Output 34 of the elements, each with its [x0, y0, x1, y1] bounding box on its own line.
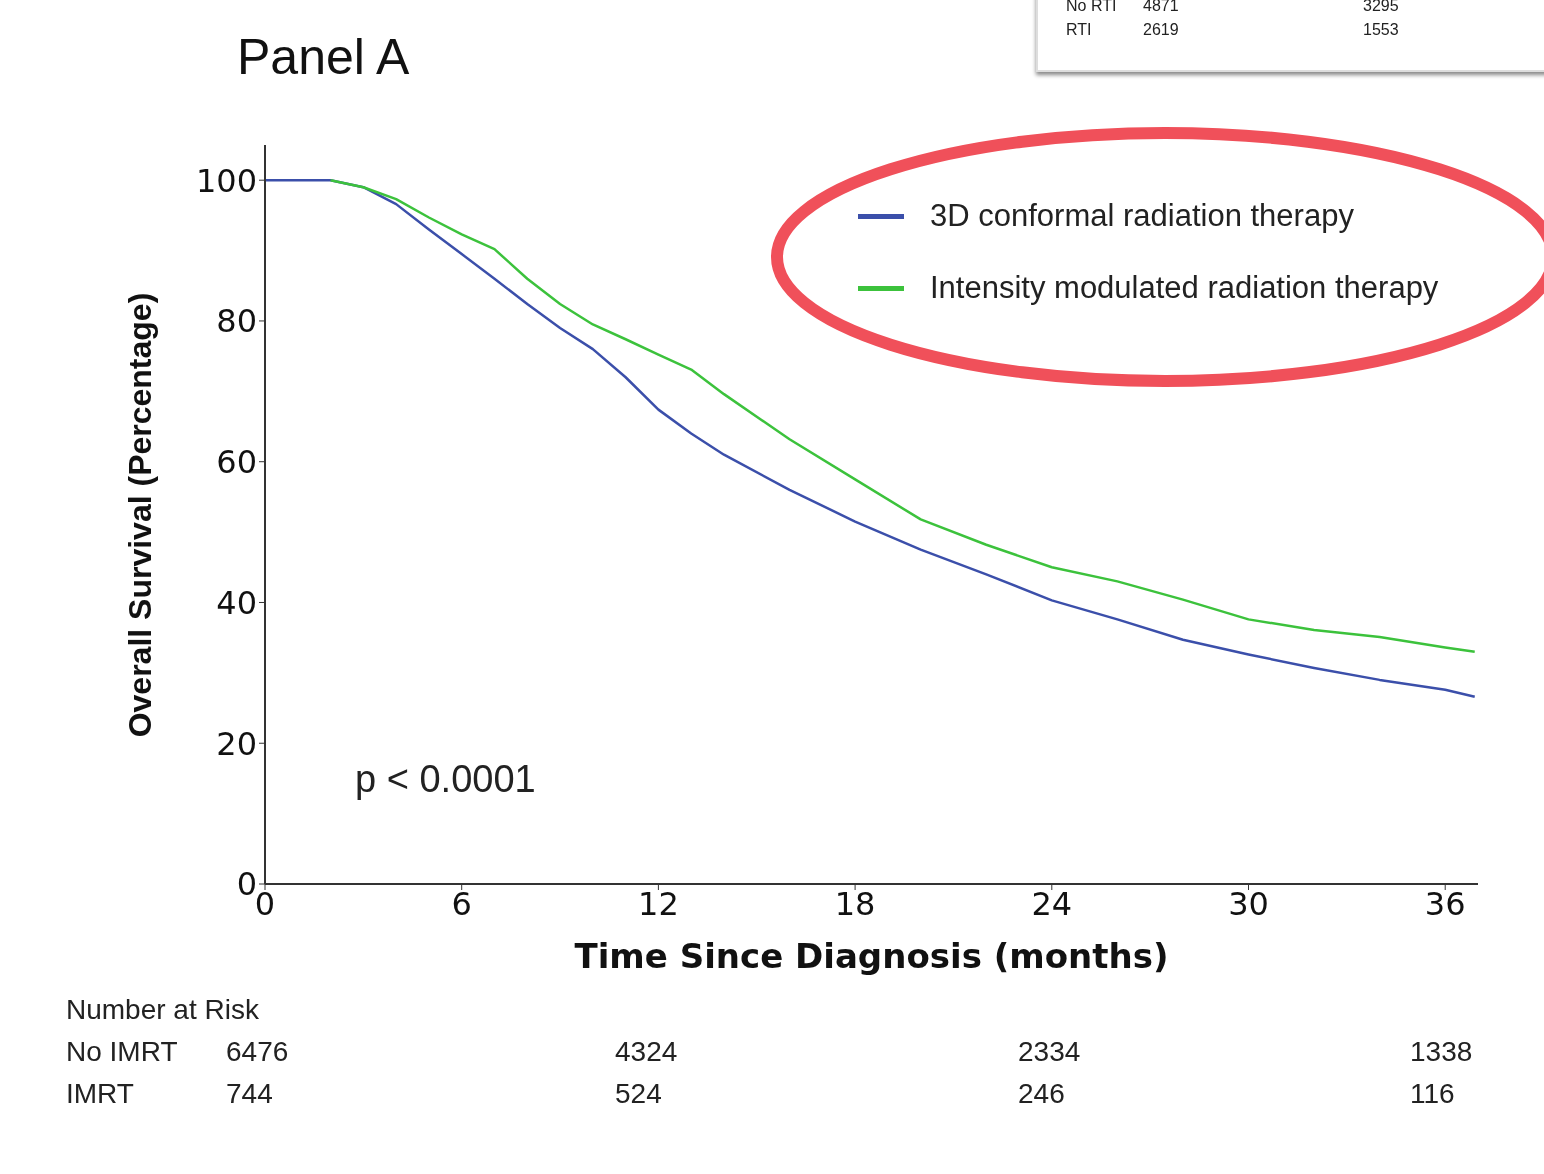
- text: 2334: [1018, 1036, 1081, 1067]
- x-tick-label: 30: [1228, 884, 1269, 923]
- text: 4324: [615, 1036, 678, 1067]
- x-tick-label: 6: [451, 884, 472, 923]
- text: 2619: [1143, 21, 1179, 38]
- x-tick-label: 18: [834, 884, 876, 923]
- x-tick-label: 24: [1031, 884, 1073, 923]
- y-tick-label: 40: [216, 583, 257, 622]
- x-axis-title: Time Since Diagnosis (months): [573, 936, 1170, 976]
- text: IMRT: [66, 1078, 134, 1109]
- legend-label: 3D conformal radiation therapy: [930, 198, 1354, 234]
- text: 1338: [1410, 1036, 1473, 1067]
- text: RTI: [1066, 21, 1092, 38]
- text: 4871: [1143, 0, 1179, 14]
- text: Number at Risk: [66, 994, 259, 1025]
- text: 1553: [1363, 21, 1399, 38]
- text: 524: [615, 1078, 662, 1109]
- text: 3295: [1363, 0, 1399, 14]
- text: 246: [1018, 1078, 1065, 1109]
- y-tick-label: 80: [216, 302, 257, 341]
- annotation: p < 0.0001: [355, 758, 536, 800]
- y-axis-title: Overall Survival (Percentage): [121, 292, 159, 738]
- text: 6476: [226, 1036, 289, 1067]
- y-tick-label: 20: [216, 724, 257, 763]
- text: 744: [226, 1078, 273, 1109]
- x-tick-label: 36: [1424, 884, 1466, 923]
- x-tick-label: 12: [638, 884, 679, 923]
- text: No IMRT: [66, 1036, 178, 1067]
- y-tick-label: 60: [216, 443, 257, 482]
- chart-title: Panel A: [237, 28, 410, 86]
- text: 116: [1410, 1078, 1455, 1109]
- text: No RTI: [1066, 0, 1117, 14]
- legend-label: Intensity modulated radiation therapy: [930, 270, 1439, 306]
- y-tick-label: 100: [195, 161, 257, 200]
